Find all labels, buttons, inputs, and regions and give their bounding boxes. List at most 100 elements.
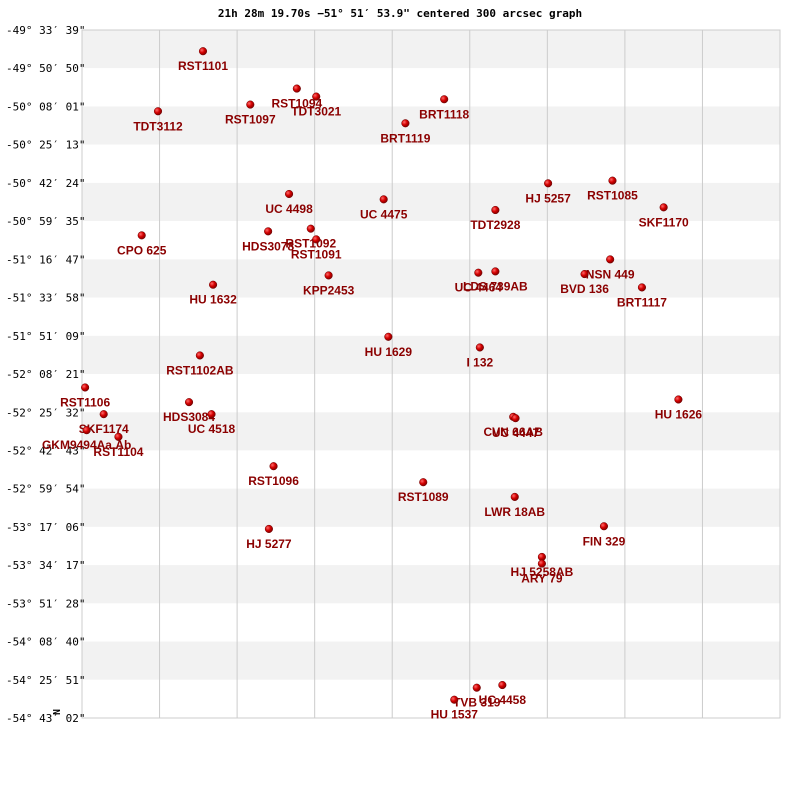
star-point — [659, 203, 668, 212]
y-tick-label: -52° 08′ 21" — [6, 368, 85, 381]
grid-band — [82, 68, 780, 107]
grid-band — [82, 412, 780, 451]
grid-band — [82, 259, 780, 298]
star-point — [599, 522, 608, 531]
y-tick-label: -53° 51′ 28" — [6, 597, 85, 610]
star-label: HU 1626 — [655, 407, 703, 421]
y-tick-label: -53° 17′ 06" — [6, 521, 85, 534]
star-point — [379, 195, 388, 204]
star-label: UC 4475 — [360, 207, 408, 221]
star-point — [419, 478, 428, 487]
star-label: KPP2453 — [303, 283, 355, 297]
star-point — [440, 95, 449, 104]
grid-band — [82, 182, 780, 222]
star-label: HDS3084 — [163, 410, 215, 424]
y-tick-label: -52° 59′ 54" — [6, 483, 85, 496]
star-point — [184, 398, 194, 407]
star-point — [491, 205, 500, 215]
star-point — [285, 189, 294, 199]
star-point — [195, 351, 204, 360]
star-label: RST1085 — [587, 189, 638, 203]
north-label: N — [52, 709, 63, 715]
star-point — [207, 410, 216, 419]
star-point — [153, 107, 163, 116]
y-tick-label: -50° 59′ 35" — [6, 215, 85, 228]
star-point — [510, 492, 519, 501]
y-tick-label: -50° 25′ 13" — [6, 139, 85, 152]
grid-band — [82, 641, 780, 680]
star-label: UC 4458 — [479, 693, 527, 707]
star-label: HJ 5258AB — [511, 565, 574, 579]
star-point — [450, 695, 459, 704]
star-label: CVN 66AB — [484, 425, 544, 439]
grid-band — [82, 106, 780, 145]
star-label: CPO 625 — [117, 243, 167, 257]
y-tick-label: -54° 43′ 02" — [6, 712, 85, 725]
y-tick-label: -54° 08′ 40" — [6, 636, 85, 649]
star-point — [384, 332, 393, 341]
star-label: RST1092 — [285, 237, 336, 251]
grid-band — [82, 297, 780, 336]
star-label: UC 4464 — [455, 281, 503, 295]
star-label: GKM9494Aa,Ab — [42, 438, 131, 452]
plot-frame — [81, 29, 781, 719]
y-tick-label: -51° 16′ 47" — [6, 253, 85, 266]
grid-band — [82, 603, 780, 642]
star-point — [99, 410, 108, 419]
star-point — [81, 383, 90, 392]
y-tick-label: -53° 34′ 17" — [6, 559, 85, 572]
y-tick-labels: -49° 33′ 39" -49° 50′ 50" -50° 08′ 01" -50°… — [6, 24, 85, 725]
y-tick-label: -52° 25′ 32" — [6, 406, 85, 419]
star-point — [292, 84, 301, 93]
star-label: RST1094 — [271, 97, 322, 111]
star-label: HU 1632 — [189, 293, 237, 307]
star-point — [82, 426, 91, 435]
star-label: HDS3078 — [242, 239, 294, 253]
star-point — [269, 462, 278, 471]
star-point — [324, 271, 333, 280]
star-label: RST1091 — [291, 247, 342, 261]
star-label: RST1102AB — [166, 363, 234, 377]
star-point — [209, 280, 218, 289]
grid-band — [82, 144, 780, 183]
star-label: SKF1174 — [79, 422, 129, 436]
star-label: TDT3021 — [291, 105, 341, 119]
star-label: HU 1629 — [365, 345, 413, 359]
star-point — [137, 231, 146, 240]
star-point — [114, 432, 123, 441]
star-label: RST1097 — [225, 113, 276, 127]
star-point — [608, 176, 617, 185]
star-point — [264, 524, 273, 533]
star-label: SKF1170 — [639, 215, 689, 229]
y-tick-label: -50° 08′ 01" — [6, 100, 85, 113]
star-label: I 132 — [467, 355, 494, 369]
star-point — [472, 683, 481, 692]
star-point — [312, 235, 321, 244]
grid-band — [82, 565, 780, 604]
star-label: TDT3112 — [133, 119, 183, 133]
y-tick-label: -49° 33′ 39" — [6, 24, 85, 37]
grid-band — [82, 679, 780, 718]
star-point — [246, 100, 255, 109]
star-point — [674, 395, 683, 404]
vertical-grid — [159, 30, 703, 718]
y-tick-label: -52° 42′ 43" — [6, 444, 85, 457]
star-point — [498, 680, 507, 690]
star-label: LDS 739AB — [463, 279, 528, 293]
star-label: HU 1537 — [431, 708, 479, 722]
star-label: RST1104 — [93, 445, 143, 459]
star-point — [401, 119, 410, 128]
y-tick-label: -51° 51′ 09" — [6, 330, 85, 343]
star-point — [491, 267, 500, 276]
y-tick-label: -54° 25′ 51" — [6, 674, 85, 687]
star-point — [306, 224, 315, 233]
star-point — [637, 283, 647, 292]
star-label: RST1096 — [248, 474, 299, 488]
grid-band — [82, 30, 780, 69]
grid-band — [82, 488, 780, 527]
star-label: UC 4498 — [265, 202, 313, 216]
star-label: BRT1117 — [617, 295, 667, 309]
star-label: BVD 136 — [560, 282, 609, 296]
